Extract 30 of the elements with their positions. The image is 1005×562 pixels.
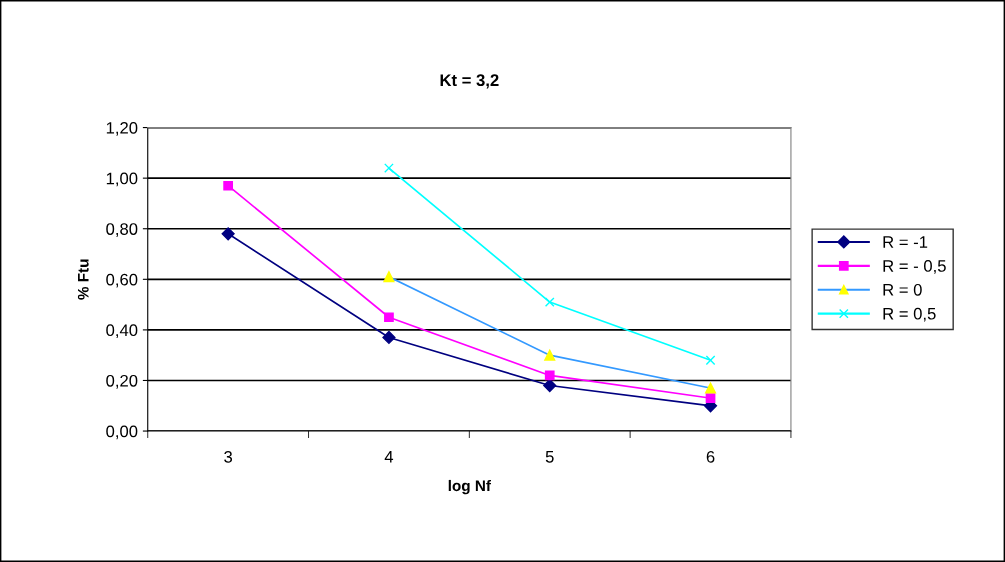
- point: [384, 312, 394, 323]
- point: [544, 370, 555, 381]
- y-tick-label: 1,00: [106, 172, 138, 187]
- point: [704, 382, 717, 394]
- point: [223, 180, 233, 191]
- y-tick-label: 0,40: [106, 324, 138, 339]
- point: [383, 271, 395, 283]
- point: [544, 297, 555, 307]
- y-tick-label: 0,80: [106, 223, 138, 237]
- point: [382, 330, 396, 345]
- point: [221, 227, 235, 241]
- legend-label: R = -1: [883, 236, 928, 248]
- legend-label: R = 0,5: [883, 307, 936, 322]
- x-tick-label: 4: [384, 451, 394, 463]
- y-tick-label: 0,60: [106, 273, 138, 288]
- point: [543, 378, 557, 393]
- point: [705, 355, 716, 366]
- x-axis-title: log Nf: [448, 479, 491, 495]
- y-tick-label: 1,20: [106, 121, 138, 136]
- y-axis-title: % Ftu: [77, 259, 89, 300]
- chart-title: Kt = 3,2: [440, 74, 499, 89]
- x-tick-label: 3: [224, 450, 233, 463]
- legend-label: R = - 0,5: [883, 260, 946, 274]
- point: [384, 163, 394, 173]
- y-tick-label: 0,20: [106, 374, 138, 389]
- y-tick-label: 0,00: [106, 425, 138, 440]
- x-tick-label: 5: [545, 451, 554, 463]
- legend-label: R = 0: [883, 283, 922, 296]
- x-tick-label: 6: [706, 450, 715, 463]
- point: [544, 349, 556, 361]
